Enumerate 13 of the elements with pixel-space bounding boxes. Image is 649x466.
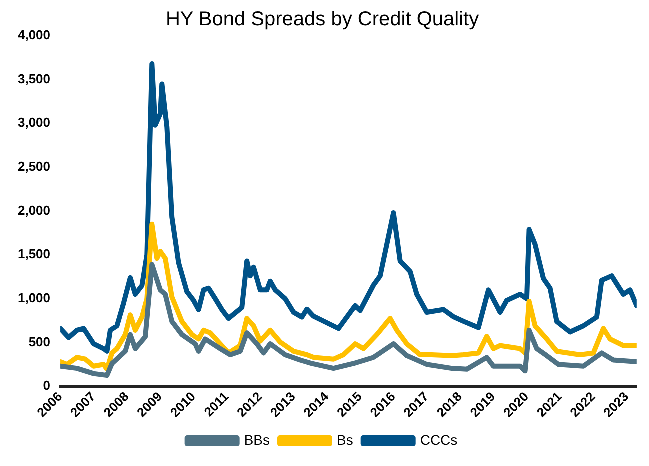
y-tick-label: 0 [43, 378, 51, 394]
chart-title: HY Bond Spreads by Credit Quality [166, 8, 480, 31]
y-tick-label: 500 [28, 334, 51, 350]
legend-label: BBs [244, 432, 270, 448]
y-tick-label: 3,500 [18, 71, 51, 86]
y-tick-label: 1,000 [18, 290, 51, 306]
y-tick-label: 4,000 [18, 28, 51, 43]
y-tick-label: 1,500 [18, 246, 51, 262]
legend-label: Bs [337, 432, 354, 448]
y-tick-label: 3,000 [18, 115, 51, 130]
y-tick-label: 2,000 [18, 202, 51, 218]
legend-label: CCCs [420, 432, 458, 448]
y-tick-label: 2,500 [18, 159, 51, 174]
